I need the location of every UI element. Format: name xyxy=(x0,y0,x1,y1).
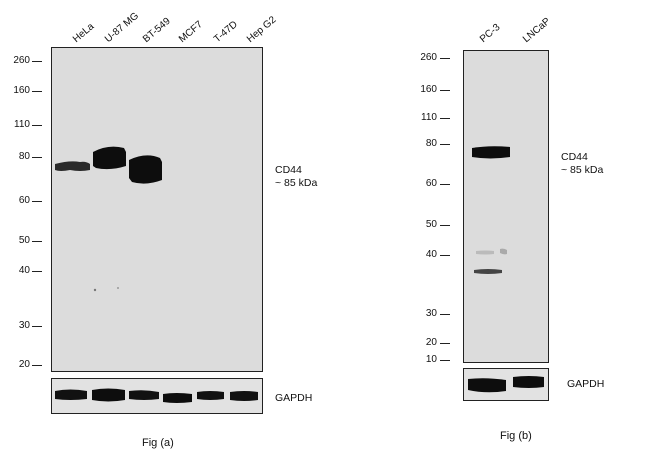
mw-tick xyxy=(32,241,42,242)
mw-tick xyxy=(440,144,450,145)
loading-control-strip xyxy=(463,368,549,401)
lane-label: MCF7 xyxy=(176,19,205,45)
mw-marker: 20 xyxy=(425,337,437,348)
blot-membrane xyxy=(51,47,263,372)
mw-marker: 50 xyxy=(18,235,30,246)
target-label: CD44 xyxy=(275,164,302,176)
mw-tick xyxy=(440,343,450,344)
mw-marker: 10 xyxy=(425,354,437,365)
loading-control-label: GAPDH xyxy=(275,392,313,404)
lane-label: T-47D xyxy=(211,19,240,45)
mw-tick xyxy=(440,360,450,361)
mw-marker: 40 xyxy=(18,265,30,276)
lane-label: PC-3 xyxy=(477,21,503,45)
figure-caption: Fig (b) xyxy=(500,430,532,442)
blot-bands xyxy=(55,146,162,292)
lane-label: HeLa xyxy=(70,21,97,45)
mw-tick xyxy=(440,118,450,119)
blot-bands xyxy=(472,146,510,274)
blot-membrane xyxy=(463,50,549,363)
loading-control-bands xyxy=(468,376,544,393)
mw-tick xyxy=(32,91,42,92)
mw-marker: 80 xyxy=(425,138,437,149)
target-size-label: ~ 85 kDa xyxy=(275,177,318,189)
mw-tick xyxy=(32,125,42,126)
mw-marker: 160 xyxy=(13,85,30,96)
mw-marker: 80 xyxy=(18,151,30,162)
mw-marker: 40 xyxy=(425,249,437,260)
figure-caption: Fig (a) xyxy=(142,437,174,449)
lane-label: LNCaP xyxy=(520,15,553,45)
loading-control-bands xyxy=(55,388,258,403)
mw-marker: 60 xyxy=(425,178,437,189)
mw-tick xyxy=(440,255,450,256)
mw-marker: 20 xyxy=(18,359,30,370)
mw-tick xyxy=(440,225,450,226)
mw-marker: 50 xyxy=(425,219,437,230)
mw-marker: 260 xyxy=(420,52,437,63)
lane-label: Hep G2 xyxy=(244,14,279,45)
mw-marker: 260 xyxy=(13,55,30,66)
mw-tick xyxy=(32,271,42,272)
mw-marker: 110 xyxy=(421,112,437,123)
lane-label: BT-549 xyxy=(140,15,173,45)
mw-tick xyxy=(32,365,42,366)
mw-tick xyxy=(32,326,42,327)
target-label: CD44 xyxy=(561,151,588,163)
mw-tick xyxy=(32,201,42,202)
mw-tick xyxy=(32,157,42,158)
mw-tick xyxy=(440,184,450,185)
mw-tick xyxy=(440,58,450,59)
mw-tick xyxy=(440,314,450,315)
mw-marker: 30 xyxy=(425,308,437,319)
mw-tick xyxy=(440,90,450,91)
mw-marker: 60 xyxy=(18,195,30,206)
mw-marker: 160 xyxy=(420,84,437,95)
target-size-label: ~ 85 kDa xyxy=(561,164,604,176)
loading-control-label: GAPDH xyxy=(567,378,605,390)
loading-control-strip xyxy=(51,378,263,414)
mw-marker: 110 xyxy=(14,119,30,130)
mw-tick xyxy=(32,61,42,62)
lane-label: U-87 MG xyxy=(102,10,142,45)
mw-marker: 30 xyxy=(18,320,30,331)
